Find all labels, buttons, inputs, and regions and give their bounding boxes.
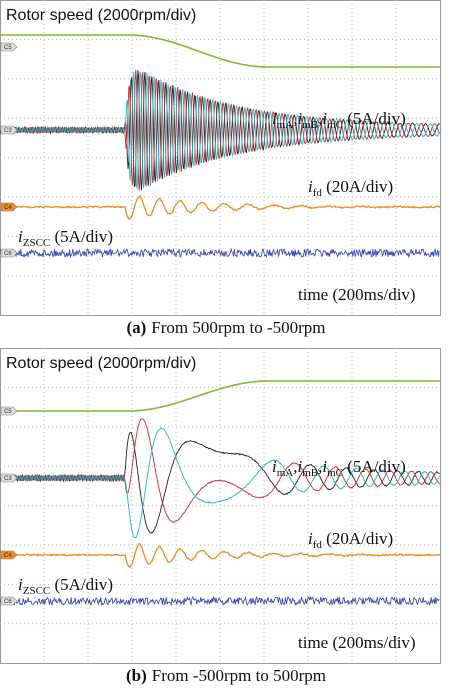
current-label-part: ,i — [318, 457, 327, 476]
channel-marker — [0, 125, 18, 135]
current-label-part: mB — [302, 467, 318, 479]
zscc-label-part: (5A/div) — [50, 227, 113, 246]
speed-label: Rotor speed (2000rpm/div) — [6, 355, 196, 372]
current-label-part: (5A/div) — [343, 109, 406, 128]
field-label-part: (20A/div) — [322, 529, 393, 548]
field-label-part: (20A/div) — [322, 177, 393, 196]
caption-tag: (a) — [126, 318, 146, 337]
caption: (a) From 500rpm to -500rpm — [126, 318, 325, 337]
field-label-part: fd — [313, 187, 323, 199]
current-label-part: i — [272, 109, 277, 128]
current-label: imA,imB,imC (5A/div) — [272, 109, 406, 131]
channel-marker — [0, 473, 18, 483]
current-label: imA,imB,imC (5A/div) — [272, 457, 406, 479]
zscc-trace — [0, 595, 440, 607]
speed-label: Rotor speed (2000rpm/div) — [6, 7, 196, 24]
channel-tag: C3 — [4, 476, 12, 482]
channel-tag: C6 — [4, 599, 12, 605]
zscc-label-part: (5A/div) — [50, 575, 113, 594]
channel-marker — [0, 248, 18, 258]
field-label-part: i — [308, 529, 313, 548]
channel-tag: C5 — [4, 45, 12, 51]
current-label-part: i — [272, 457, 277, 476]
field-label: ifd (20A/div) — [308, 177, 393, 199]
current-trace — [0, 418, 440, 523]
current-trace — [0, 427, 441, 539]
channel-marker — [0, 202, 18, 212]
current-label-part: ,i — [318, 109, 327, 128]
current-label-part: mA — [277, 119, 294, 131]
caption-text: From 500rpm to -500rpm — [151, 318, 325, 337]
current-trace — [0, 71, 440, 189]
current-label-part: mA — [277, 467, 294, 479]
current-label-part: mC — [327, 119, 343, 131]
zscc-label-part: i — [18, 575, 23, 594]
channel-tag: C4 — [4, 553, 12, 559]
zscc-label-part: ZSCC — [23, 237, 51, 249]
current-label-part: (5A/div) — [343, 457, 406, 476]
field-trace — [0, 543, 441, 569]
speed-trace — [0, 34, 440, 68]
field-label-part: i — [308, 177, 313, 196]
current-label-part: mC — [327, 467, 343, 479]
current-label-part: ,i — [293, 109, 302, 128]
time-label: time (200ms/div) — [298, 633, 416, 652]
channel-marker — [0, 550, 18, 560]
channel-tag: C3 — [4, 128, 12, 134]
channel-tag: C5 — [4, 409, 12, 415]
zscc-label-part: ZSCC — [23, 585, 51, 597]
field-trace — [0, 194, 441, 221]
channel-tag: C6 — [4, 251, 12, 257]
field-label: ifd (20A/div) — [308, 529, 393, 551]
zscc-label-part: i — [18, 227, 23, 246]
zscc-label: iZSCC (5A/div) — [18, 575, 113, 597]
caption: (b) From -500rpm to 500rpm — [126, 666, 326, 685]
current-label-part: ,i — [293, 457, 302, 476]
speed-trace — [0, 380, 440, 412]
channel-tag: C4 — [4, 205, 12, 211]
zscc-label: iZSCC (5A/div) — [18, 227, 113, 249]
current-label-part: mB — [302, 119, 318, 131]
channel-marker — [0, 596, 18, 606]
current-trace — [0, 69, 441, 191]
channel-marker — [0, 42, 18, 52]
zscc-trace — [0, 247, 440, 259]
field-label-part: fd — [313, 539, 323, 551]
caption-text: From -500rpm to 500rpm — [152, 666, 326, 685]
channel-marker — [0, 406, 18, 416]
caption-tag: (b) — [126, 666, 147, 685]
time-label: time (200ms/div) — [298, 285, 416, 304]
